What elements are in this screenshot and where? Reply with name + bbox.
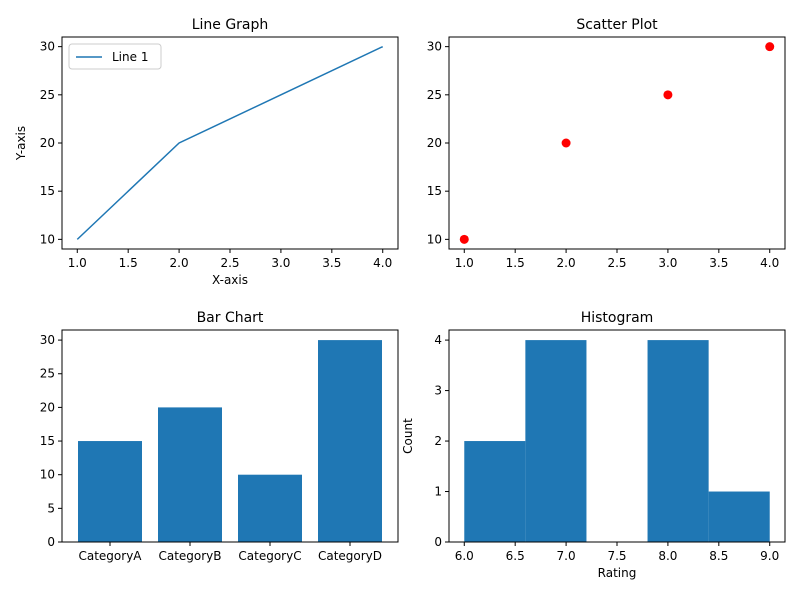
histogram-bin: [525, 340, 587, 542]
legend-frame: [68, 43, 162, 70]
line-xtick-label: 1.0: [68, 256, 87, 270]
bar-xtick-label: CategoryB: [158, 549, 221, 563]
legend: Line 1: [68, 43, 162, 70]
scatter-xtick-label: 3.0: [658, 256, 677, 270]
scatter-ytick-label: 10: [427, 232, 442, 246]
bar-ytick-label: 30: [40, 333, 55, 347]
hist-xtick-label: 9.0: [760, 549, 779, 563]
scatter-point: [765, 42, 775, 52]
bar-ytick-label: 15: [40, 434, 55, 448]
bar-xtick-label: CategoryA: [78, 549, 142, 563]
bar-categoryb: [158, 407, 222, 542]
bar-ytick-label: 25: [40, 367, 55, 381]
bar-ytick-label: 10: [40, 468, 55, 482]
line-ytick-label: 20: [40, 136, 55, 150]
bar-categoryd: [318, 340, 382, 542]
scatter-xtick-label: 1.0: [455, 256, 474, 270]
hist-xlabel: Rating: [598, 566, 637, 580]
line-title: Line Graph: [192, 17, 269, 33]
scatter-xtick-label: 1.5: [506, 256, 525, 270]
bar-ytick-label: 0: [47, 535, 55, 549]
hist-ytick-label: 0: [434, 535, 442, 549]
scatter-ytick-label: 25: [427, 88, 442, 102]
bar-categoryc: [238, 474, 302, 542]
legend-label-line-1: Line 1: [112, 50, 148, 64]
line-ytick-label: 30: [40, 40, 55, 54]
hist-ylabel: Count: [401, 418, 415, 454]
hist-subplot: 0 1 2 3 4 6.0 6.5 7.0 7.5 8.0 8.5 9.0 Histogram Ratin…: [401, 310, 786, 580]
line-ylabel: Y-axis: [14, 126, 28, 161]
scatter-point: [459, 234, 469, 244]
scatter-xtick-label: 2.0: [557, 256, 576, 270]
line-xtick-label: 4.0: [373, 256, 392, 270]
line-ytick-label: 10: [40, 232, 55, 246]
scatter-xtick-label: 4.0: [760, 256, 779, 270]
hist-title: Histogram: [581, 310, 654, 326]
hist-xtick-label: 7.5: [607, 549, 626, 563]
scatter-axes-frame: [448, 36, 786, 250]
bar-xtick-label: CategoryC: [238, 549, 301, 563]
scatter-title: Scatter Plot: [576, 17, 658, 33]
hist-xtick-label: 6.0: [455, 549, 474, 563]
histogram-bin: [708, 491, 770, 542]
hist-xtick-label: 7.0: [557, 549, 576, 563]
hist-ytick-label: 1: [434, 485, 442, 499]
scatter-subplot: 10 15 20 25 30 1.0 1.5 2.0 2.5 3.0 3.5 4.0 Scatter P…: [427, 17, 786, 270]
line-xtick-label: 2.5: [220, 256, 239, 270]
hist-ytick-label: 2: [434, 434, 442, 448]
histogram-bin: [647, 340, 709, 542]
bar-subplot: CategoryA CategoryB CategoryC CategoryD 0 5 10…: [40, 310, 399, 563]
hist-ytick-label: 4: [434, 333, 442, 347]
line-ytick-label: 25: [40, 88, 55, 102]
scatter-xtick-label: 2.5: [607, 256, 626, 270]
bar-categorya: [78, 441, 142, 542]
hist-xtick-label: 8.0: [658, 549, 677, 563]
bar-ytick-label: 20: [40, 400, 55, 414]
line-xtick-label: 3.5: [322, 256, 341, 270]
line-xlabel: X-axis: [212, 273, 248, 287]
bar-ytick-label: 5: [47, 501, 55, 515]
bar-title: Bar Chart: [197, 310, 264, 326]
scatter-ytick-label: 30: [427, 40, 442, 54]
hist-xtick-label: 6.5: [506, 549, 525, 563]
hist-ytick-label: 3: [434, 384, 442, 398]
hist-xtick-label: 8.5: [709, 549, 728, 563]
scatter-point: [561, 138, 571, 148]
histogram-bin: [464, 441, 526, 542]
scatter-ytick-label: 15: [427, 184, 442, 198]
line-xtick-label: 1.5: [119, 256, 138, 270]
line-xtick-label: 3.0: [271, 256, 290, 270]
line-series-line-1: [76, 45, 384, 240]
line-ytick-label: 15: [40, 184, 55, 198]
bar-axes-frame: [61, 329, 399, 543]
line-subplot: Line 1 10 15 20 25 30 1.0 1.5 2.0 2.5 3.0 3.5 4.0 Lin…: [14, 17, 399, 287]
bar-xtick-label: CategoryD: [318, 549, 382, 563]
scatter-ytick-label: 20: [427, 136, 442, 150]
scatter-xtick-label: 3.5: [709, 256, 728, 270]
scatter-point: [663, 90, 673, 100]
line-xtick-label: 2.0: [170, 256, 189, 270]
